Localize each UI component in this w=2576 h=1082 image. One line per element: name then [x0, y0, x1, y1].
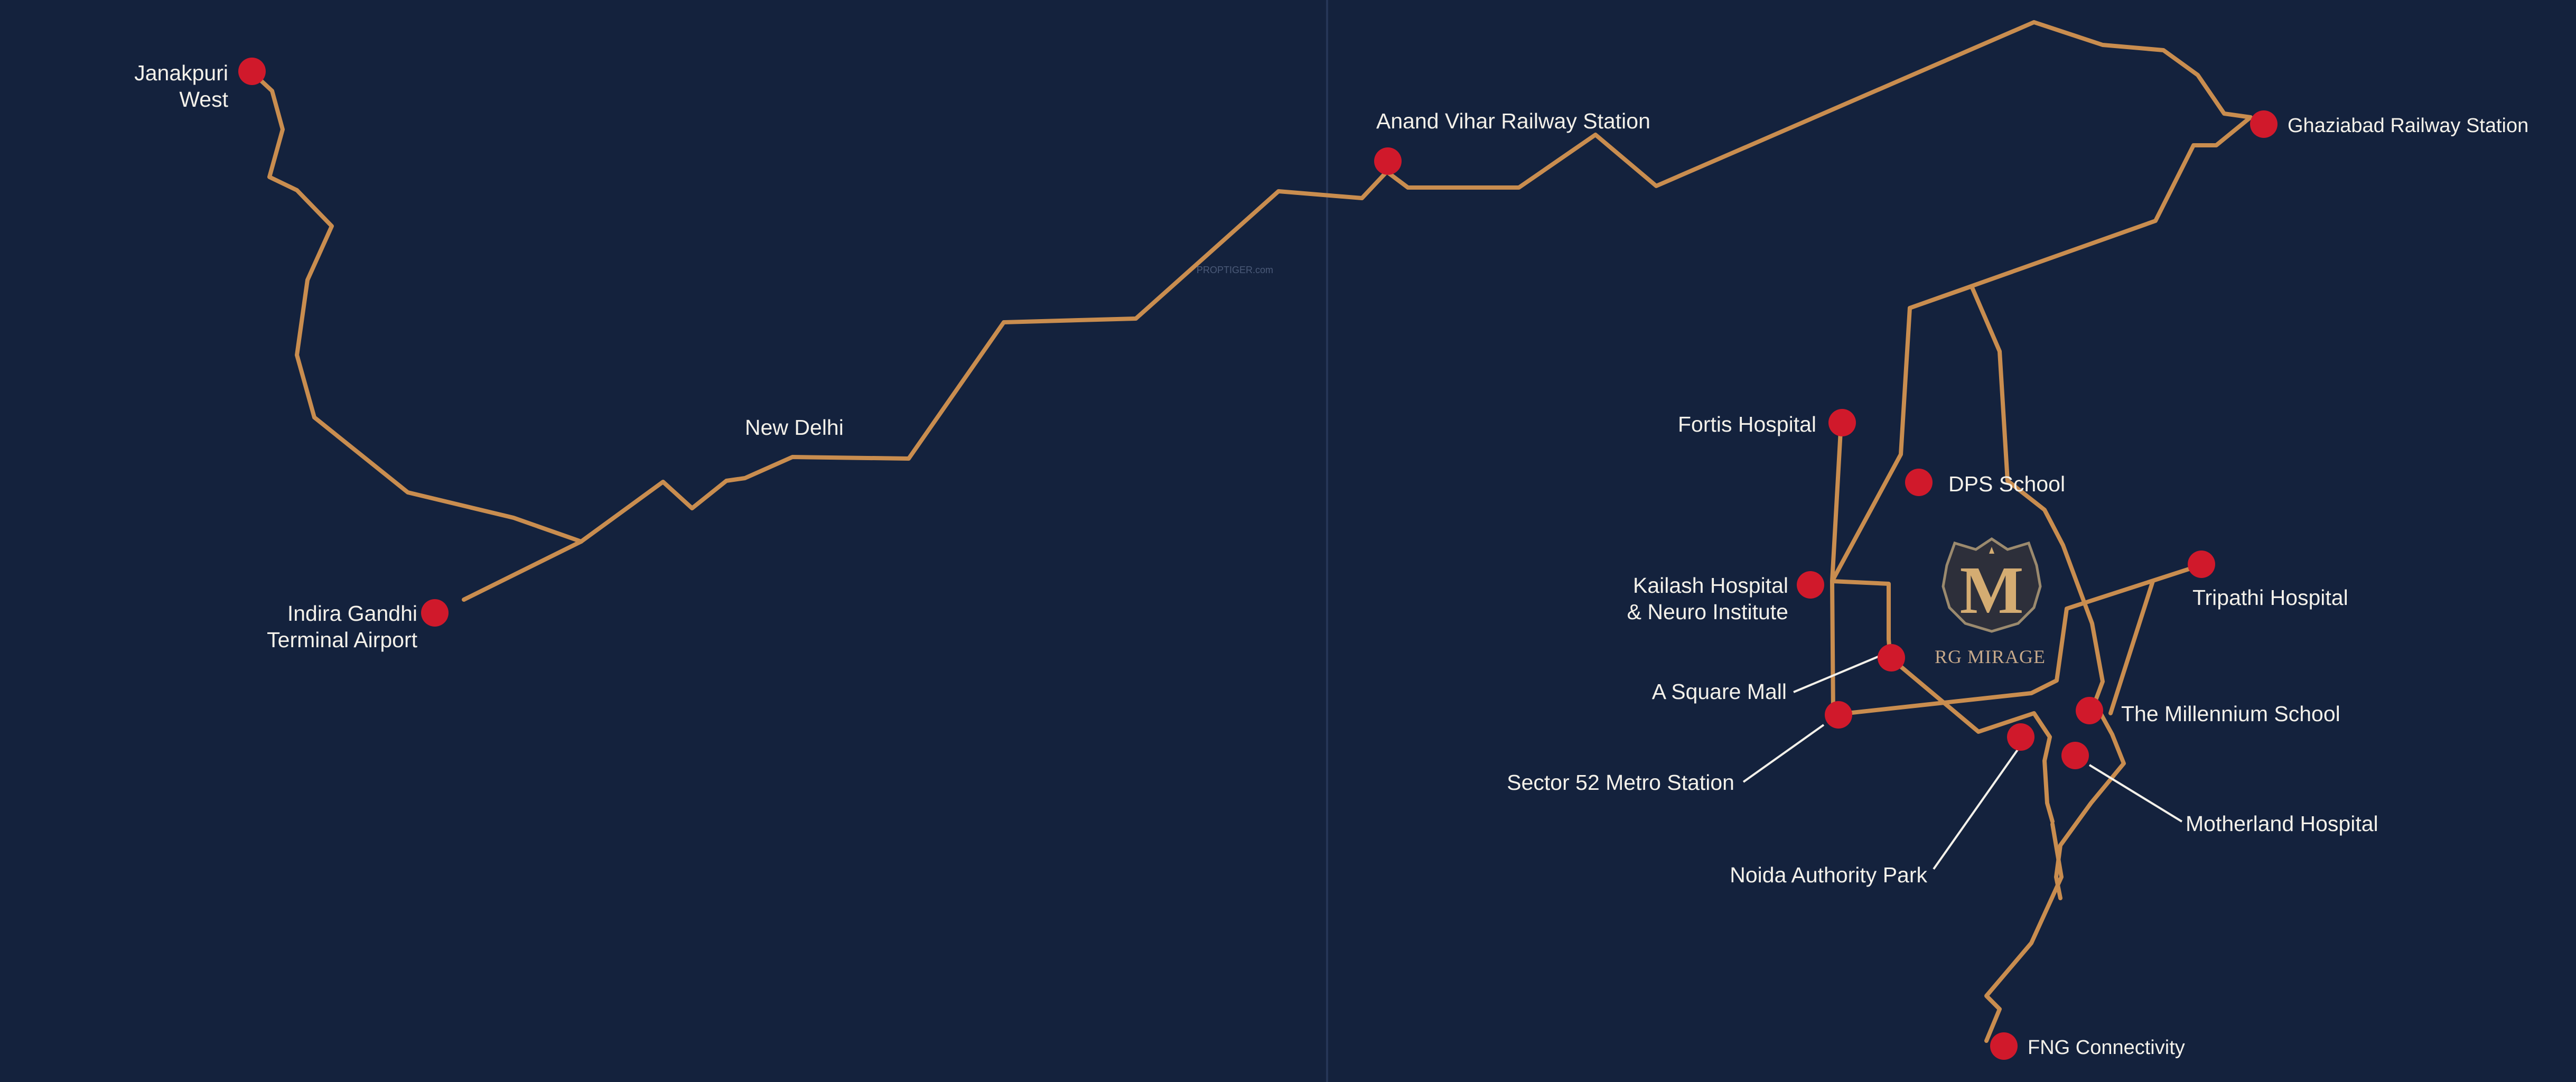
leader-noida-authority-park: [1933, 747, 2020, 870]
road-sector52-east: [1835, 563, 2202, 716]
road-fng: [1984, 822, 2064, 1043]
marker-janakpuri-west[interactable]: [238, 58, 266, 85]
label-sector52: Sector 52 Metro Station: [1507, 770, 1734, 795]
label-janakpuri-west-line1: Janakpuri: [134, 61, 228, 85]
location-markers: [238, 58, 2278, 1060]
watermark: PROPTIGER.com: [1197, 265, 1273, 275]
label-igi-airport-line2: Terminal Airport: [267, 628, 417, 652]
road-main: [579, 20, 2253, 544]
label-tripathi: Tripathi Hospital: [2192, 585, 2348, 610]
marker-kailash[interactable]: [1797, 571, 1824, 599]
label-anand-vihar: Anand Vihar Railway Station: [1376, 109, 1650, 133]
label-new-delhi: New Delhi: [745, 415, 844, 440]
label-noida-authority-park: Noida Authority Park: [1730, 863, 1927, 887]
marker-igi-airport[interactable]: [421, 599, 449, 627]
road-ghaziabad-noida: [1908, 115, 2253, 310]
location-labels: Janakpuri West Indira Gandhi Terminal Ai…: [134, 61, 2528, 1059]
label-kailash-line2: & Neuro Institute: [1627, 600, 1788, 624]
logo-crest-icon: [1942, 537, 2042, 633]
logo-crown-icon: [1989, 547, 1994, 554]
label-dps: DPS School: [1948, 472, 2065, 496]
label-kailash-line1: Kailash Hospital: [1633, 573, 1788, 598]
label-motherland: Motherland Hospital: [2186, 812, 2378, 836]
marker-tripathi[interactable]: [2188, 551, 2215, 578]
marker-dps[interactable]: [1905, 469, 1933, 496]
marker-noida-authority-park[interactable]: [2007, 723, 2034, 751]
road-noida-east: [1970, 284, 2126, 900]
marker-a-square-mall[interactable]: [1878, 644, 1905, 671]
leader-a-square-mall: [1793, 654, 1882, 693]
marker-fng[interactable]: [1990, 1032, 2018, 1060]
marker-ghaziabad[interactable]: [2250, 110, 2278, 138]
marker-millennium[interactable]: [2076, 697, 2103, 724]
road-tripathi-south: [2108, 579, 2155, 715]
label-ghaziabad: Ghaziabad Railway Station: [2288, 115, 2528, 137]
logo-name: RG MIRAGE: [1935, 646, 2046, 667]
label-janakpuri-west-line2: West: [179, 87, 228, 111]
marker-anand-vihar[interactable]: [1374, 147, 1402, 175]
road-a-square-south: [1888, 656, 2055, 824]
label-fng: FNG Connectivity: [2028, 1037, 2185, 1059]
leader-lines: [1742, 654, 2183, 870]
project-logo[interactable]: M RG MIRAGE: [1935, 537, 2046, 667]
label-millennium: The Millennium School: [2121, 702, 2340, 726]
road-noida-west: [1830, 306, 1912, 583]
leader-motherland: [2088, 764, 2183, 823]
label-igi-airport-line1: Indira Gandhi: [287, 601, 417, 626]
road-janakpuri: [249, 69, 583, 544]
marker-motherland[interactable]: [2061, 742, 2089, 769]
marker-fortis[interactable]: [1828, 409, 1856, 436]
label-fortis: Fortis Hospital: [1678, 412, 1816, 436]
label-a-square-mall: A Square Mall: [1652, 679, 1787, 704]
marker-sector52[interactable]: [1825, 701, 1852, 729]
logo-letter: M: [1960, 553, 2024, 628]
road-kailash-loop: [1830, 579, 1892, 660]
road-airport: [462, 539, 583, 602]
road-network: [249, 20, 2253, 1043]
leader-sector52: [1742, 724, 1825, 783]
